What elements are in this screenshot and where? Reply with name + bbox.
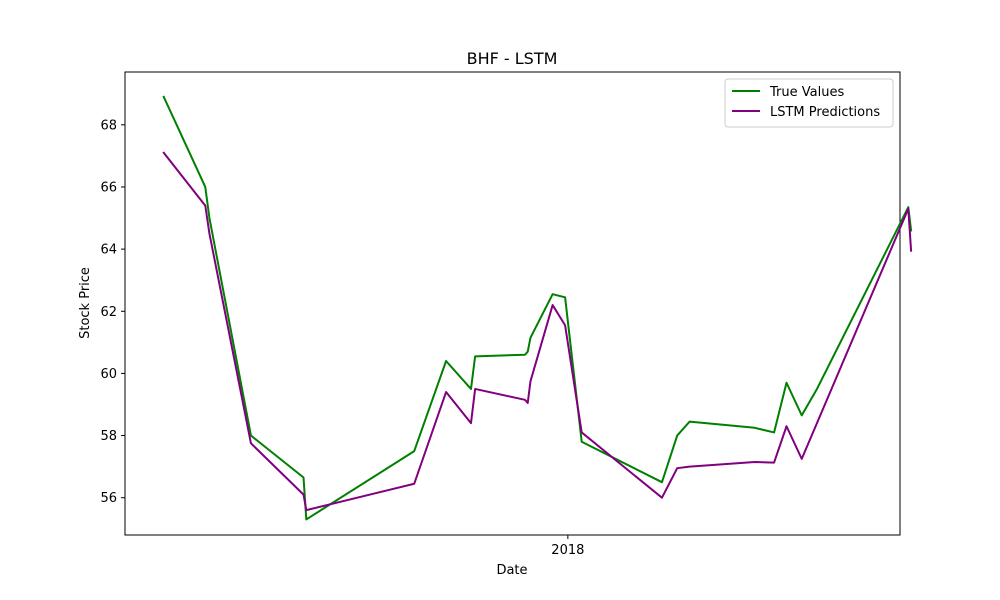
series-layer bbox=[162, 95, 913, 521]
legend-true-values-label: True Values bbox=[769, 85, 844, 100]
y-tick-label: 66 bbox=[100, 180, 117, 195]
y-tick-label: 62 bbox=[100, 305, 117, 320]
legend: True Values LSTM Predictions bbox=[724, 78, 894, 128]
y-axis-title: Stock Price bbox=[78, 267, 93, 339]
series-line-lstm-predictions bbox=[162, 151, 913, 512]
plot-area: 56 58 60 62 64 66 68 2018 bbox=[100, 71, 913, 558]
legend-lstm-predictions-label: LSTM Predictions bbox=[770, 105, 880, 120]
chart-title: BHF - LSTM bbox=[467, 49, 558, 68]
y-axis-ticks: 56 58 60 62 64 66 68 bbox=[100, 118, 125, 506]
y-tick-label: 68 bbox=[100, 118, 117, 133]
x-axis-ticks: 2018 bbox=[551, 535, 584, 558]
x-tick-label: 2018 bbox=[551, 543, 584, 558]
y-tick-label: 58 bbox=[100, 429, 117, 444]
y-tick-label: 64 bbox=[100, 243, 117, 258]
y-tick-label: 60 bbox=[100, 367, 117, 382]
legend-box bbox=[724, 78, 894, 128]
y-tick-label: 56 bbox=[100, 491, 117, 506]
x-axis-title: Date bbox=[496, 563, 527, 578]
series-line-true-values bbox=[162, 95, 913, 521]
axes-frame bbox=[124, 71, 901, 536]
